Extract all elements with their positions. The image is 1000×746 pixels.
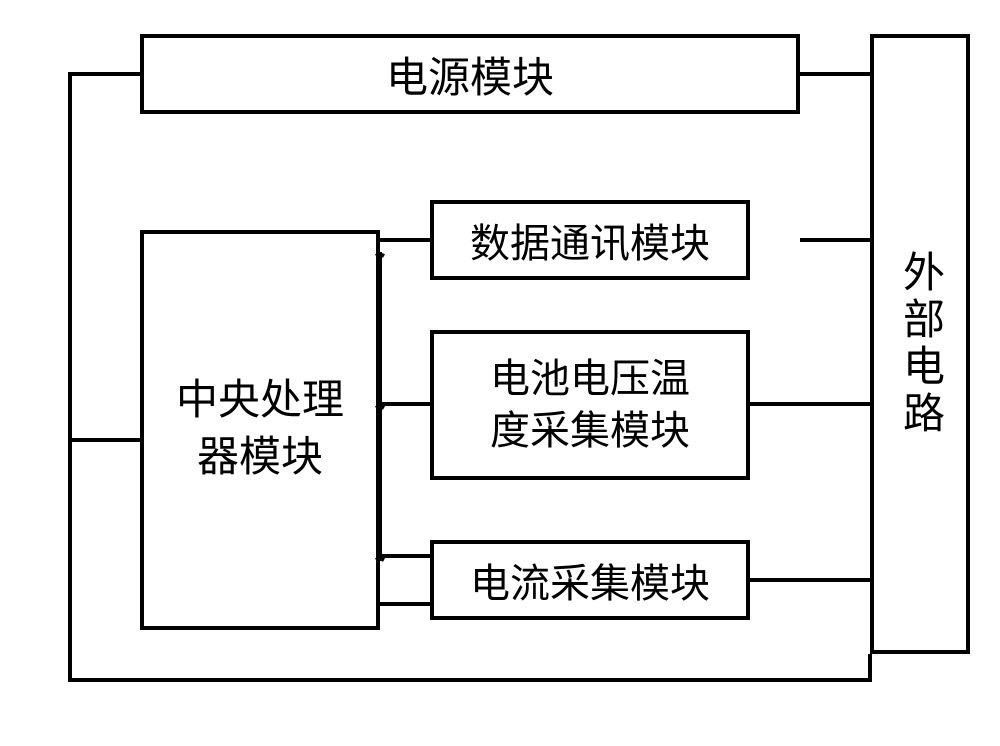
- power-module-label: 电源模块: [386, 44, 554, 105]
- external-circuit-box: 外部电路: [870, 34, 970, 654]
- data-comm-module-box: 数据通讯模块: [430, 200, 750, 280]
- voltage-temp-module-label: 电池电压温度采集模块: [490, 353, 690, 457]
- current-module-box: 电流采集模块: [430, 540, 750, 620]
- data-comm-module-label: 数据通讯模块: [470, 211, 710, 269]
- cpu-module-box: 中央处理器模块: [140, 230, 380, 630]
- current-module-label: 电流采集模块: [470, 551, 710, 609]
- voltage-temp-module-box: 电池电压温度采集模块: [430, 330, 750, 480]
- external-circuit-label: 外部电路: [890, 250, 951, 438]
- power-module-box: 电源模块: [140, 34, 800, 114]
- cpu-module-label: 中央处理器模块: [176, 373, 344, 486]
